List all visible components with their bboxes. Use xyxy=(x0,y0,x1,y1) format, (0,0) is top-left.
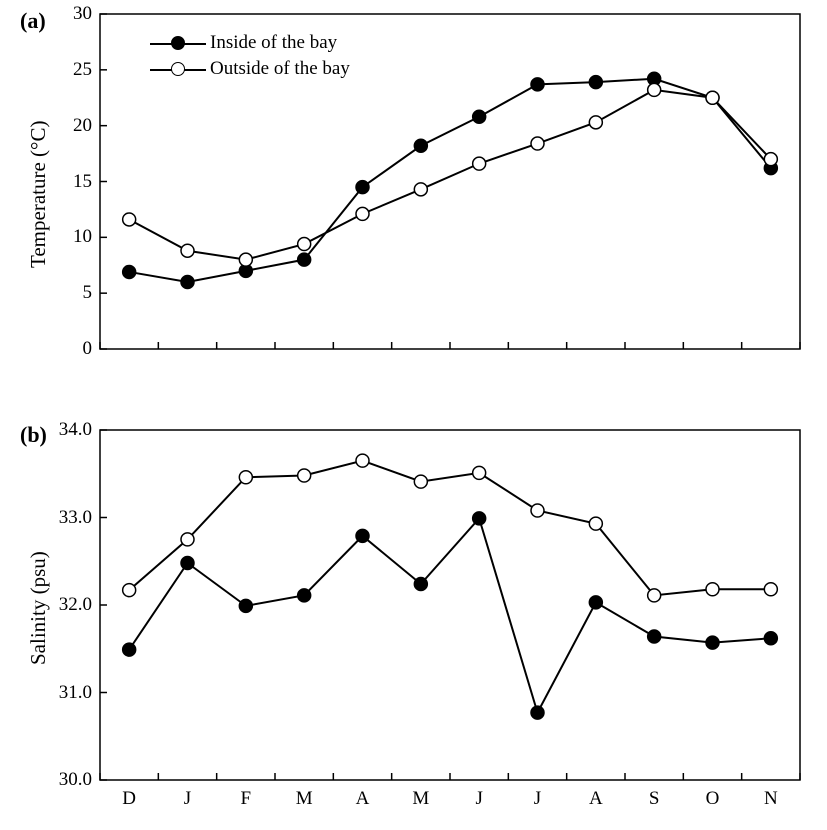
xtick-label: J xyxy=(523,788,553,810)
ytick-label: 25 xyxy=(50,59,92,81)
legend-swatch-inside xyxy=(150,33,206,53)
ytick-label: 34.0 xyxy=(42,419,92,441)
ytick-label: 5 xyxy=(50,282,92,304)
filled-circle-icon xyxy=(171,36,185,50)
ytick-label: 33.0 xyxy=(42,507,92,529)
xtick-label: A xyxy=(581,788,611,810)
ytick-label: 32.0 xyxy=(42,594,92,616)
ytick-label: 30 xyxy=(50,3,92,25)
xtick-label: O xyxy=(698,788,728,810)
xtick-label: J xyxy=(173,788,203,810)
legend-swatch-outside xyxy=(150,59,206,79)
ytick-label: 30.0 xyxy=(42,769,92,791)
xtick-label: S xyxy=(639,788,669,810)
panel-a-chart xyxy=(0,0,827,400)
ytick-label: 10 xyxy=(50,226,92,248)
xtick-label: M xyxy=(406,788,436,810)
xtick-label: N xyxy=(756,788,786,810)
ytick-label: 31.0 xyxy=(42,682,92,704)
legend-label-outside: Outside of the bay xyxy=(210,58,350,80)
panel-a-legend: Inside of the bay Outside of the bay xyxy=(150,30,350,82)
xtick-label: A xyxy=(348,788,378,810)
legend-row-inside: Inside of the bay xyxy=(150,30,350,56)
open-circle-icon xyxy=(171,62,185,76)
xtick-label: D xyxy=(114,788,144,810)
ytick-label: 20 xyxy=(50,115,92,137)
panel-b-chart xyxy=(0,400,827,830)
xtick-label: J xyxy=(464,788,494,810)
xtick-label: M xyxy=(289,788,319,810)
ytick-label: 0 xyxy=(50,338,92,360)
ytick-label: 15 xyxy=(50,171,92,193)
legend-label-inside: Inside of the bay xyxy=(210,32,337,54)
xtick-label: F xyxy=(231,788,261,810)
figure: (a) Temperature (°C) Inside of the bay O… xyxy=(0,0,827,824)
legend-row-outside: Outside of the bay xyxy=(150,56,350,82)
